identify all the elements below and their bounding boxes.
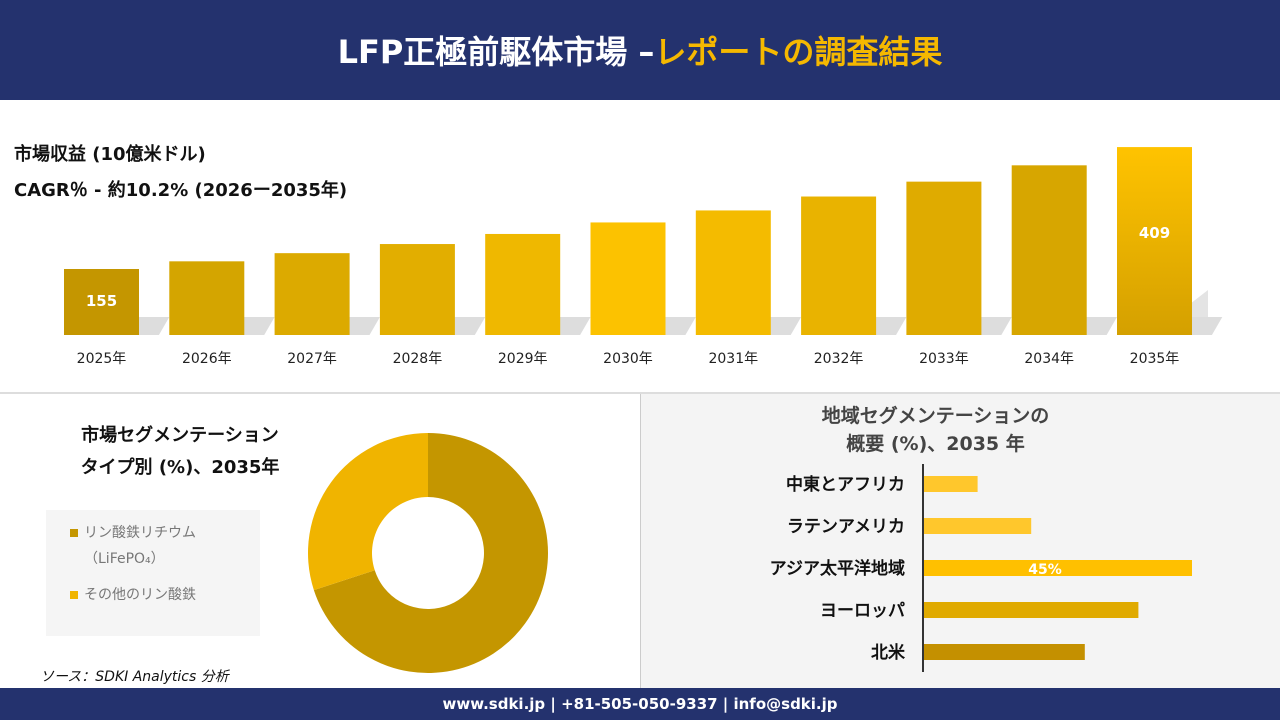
y-tick-label: 北米 (871, 642, 906, 663)
bar-ラテンアメリカ (924, 518, 1032, 534)
x-tick-label: 2027年 (287, 351, 337, 367)
revenue-bar-chart: 2025年 155 2026年 2027年 2028年 2029年 2030年 2031年 20… (60, 147, 1223, 367)
header-banner: LFP正極前駆体市場 – レポートの調査結果 (0, 0, 1280, 100)
bar-2033年 (906, 181, 982, 335)
legend-label-sub: （LiFePO₄） (84, 551, 165, 567)
y-tick-label: アジア太平洋地域 (770, 558, 905, 579)
region-title-line2: 概要 (%)、2035 年 (846, 433, 1025, 455)
revenue-title: 市場収益 (10億米ドル) (14, 144, 206, 165)
x-tick-label: 2030年 (603, 351, 653, 367)
donut-slice-0 (313, 433, 548, 673)
region-panel: 中東とアフリカ ラテンアメリカアジア太平洋地域 45% ヨーロッパ北米 地域セグメンテ… (640, 394, 1280, 688)
data-label: 409 (1139, 224, 1170, 242)
legend-swatch (70, 529, 78, 537)
x-tick-label: 2032年 (814, 351, 864, 367)
bar-北米 (924, 644, 1085, 660)
bar-2027年 (274, 253, 350, 335)
x-tick-label: 2029年 (498, 351, 548, 367)
bar-中東とアフリカ (924, 476, 978, 492)
legend-label: その他のリン酸鉄 (84, 587, 196, 603)
bar-2035年 (1117, 147, 1192, 335)
region-title-line1: 地域セグメンテーションの (821, 405, 1050, 427)
cagr-text: CAGR％ - 約10.2% (2026ー2035年) (14, 180, 348, 201)
segment-title-line1: 市場セグメンテーション (81, 425, 279, 446)
x-tick-label: 2028年 (393, 351, 443, 367)
x-tick-label: 2026年 (182, 351, 232, 367)
x-tick-label: 2034年 (1024, 351, 1074, 367)
bar-2034年 (1011, 165, 1087, 335)
y-tick-label: ラテンアメリカ (787, 517, 905, 537)
divider (0, 392, 1280, 394)
legend-swatch (70, 591, 78, 599)
source-note: ソース：SDKI Analytics 分析 (40, 669, 229, 685)
donut-slice-1 (308, 433, 428, 591)
footer-contact: www.sdki.jp | +81-505-050-9337 | info@sd… (0, 688, 1280, 720)
bar-2031年 (695, 210, 771, 335)
legend-item-lifepo4: リン酸鉄リチウム （LiFePO₄） (70, 520, 260, 572)
bar-2030年 (590, 222, 666, 335)
bar-アジア太平洋地域 (924, 560, 1192, 576)
region-title: 地域セグメンテーションの 概要 (%)、2035 年 (641, 402, 1280, 458)
data-label: 155 (86, 292, 117, 310)
segment-title: 市場セグメンテーション タイプ別 (%)、2035年 (30, 420, 330, 484)
bar-2029年 (485, 233, 561, 335)
segment-title-line2: タイプ別 (%)、2035年 (80, 457, 280, 478)
title-highlight: レポートの調査結果 (654, 33, 943, 71)
bar-2026年 (169, 261, 245, 335)
legend-label: リン酸鉄リチウム (84, 525, 196, 541)
donut-legend: リン酸鉄リチウム （LiFePO₄） その他のリン酸鉄 (46, 510, 260, 636)
type-donut-chart (308, 433, 548, 673)
legend-item-other: その他のリン酸鉄 (70, 582, 260, 608)
x-tick-label: 2035年 (1130, 351, 1180, 367)
x-tick-label: 2033年 (919, 351, 969, 367)
bar-2032年 (801, 196, 877, 335)
y-tick-label: ヨーロッパ (820, 601, 905, 621)
bar-ヨーロッパ (924, 602, 1139, 618)
bar-2028年 (379, 244, 455, 335)
y-tick-label: 中東とアフリカ (786, 474, 905, 495)
x-tick-label: 2031年 (708, 351, 758, 367)
data-label: 45% (1028, 562, 1062, 578)
bar-2025年 (64, 269, 139, 335)
x-tick-label: 2025年 (77, 351, 127, 367)
title-main: LFP正極前駆体市場 – (337, 33, 655, 71)
